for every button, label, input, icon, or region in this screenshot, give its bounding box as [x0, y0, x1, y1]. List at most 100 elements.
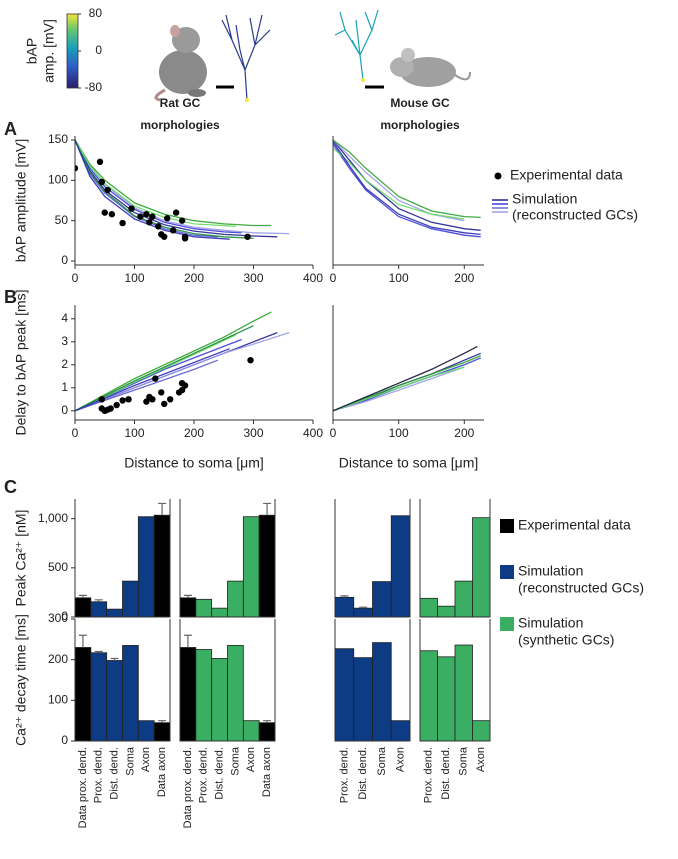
- data-point: [164, 215, 171, 222]
- legend-label: Experimental data: [518, 517, 631, 533]
- x-tick-label: 0: [72, 271, 79, 285]
- x-tick-label: 100: [389, 271, 409, 285]
- error-bar: [359, 606, 368, 609]
- bar: [258, 514, 276, 618]
- bar: [472, 720, 491, 742]
- header-text: morphologies: [380, 118, 460, 132]
- axis: [179, 619, 276, 742]
- x-tick-label: 0: [330, 271, 337, 285]
- simulation-line: [75, 139, 272, 227]
- bar: [195, 649, 213, 742]
- data-point: [137, 213, 144, 220]
- x-tick-label: Soma: [376, 746, 388, 776]
- bar: [195, 598, 213, 618]
- bar: [472, 517, 491, 618]
- x-tick-label: 400: [303, 271, 323, 285]
- x-tick-label: Axon: [395, 747, 407, 772]
- axis: [334, 619, 411, 742]
- error-bar: [183, 594, 192, 598]
- data-point: [96, 158, 104, 165]
- data-point: [152, 375, 159, 382]
- error-bar: [78, 634, 87, 648]
- simulation-line: [333, 366, 465, 412]
- y-axis-label: Peak Ca²⁺ [nM]: [13, 510, 29, 607]
- simulation-line: [333, 141, 481, 236]
- data-point: [119, 219, 126, 227]
- x-tick-label: Prox. dend.: [198, 747, 210, 803]
- error-bar: [158, 502, 167, 516]
- x-tick-label: Dist. dend.: [108, 747, 120, 800]
- bar: [122, 580, 139, 618]
- x-tick-label: Dist. dend.: [213, 747, 225, 800]
- data-point: [143, 211, 150, 218]
- bar: [390, 720, 411, 742]
- bar: [153, 514, 171, 618]
- data-point: [244, 233, 251, 240]
- simulation-line: [333, 345, 478, 412]
- bar: [419, 597, 438, 618]
- x-tick-label: Prox. dend.: [338, 747, 350, 803]
- x-axis-label: Distance to soma [μm]: [339, 455, 479, 471]
- y-tick-label: 150: [48, 132, 68, 146]
- data-point: [161, 400, 168, 408]
- plot-area: [75, 311, 290, 414]
- y-axis-label: bAP amplitude [mV]: [13, 139, 29, 262]
- data-point: [125, 396, 132, 403]
- x-tick-label: 400: [303, 426, 323, 440]
- bar: [437, 605, 456, 618]
- y-tick-label: 100: [48, 693, 68, 707]
- data-point: [181, 382, 189, 389]
- rat-morphology: [221, 14, 271, 102]
- error-bar: [94, 599, 103, 602]
- data-point: [143, 398, 150, 405]
- colorbar-label: bAP: [24, 38, 40, 64]
- plot-area: [333, 345, 481, 412]
- x-tick-label: Prox. dend.: [423, 747, 435, 803]
- y-axis-label: Ca²⁺ decay time [ms]: [13, 614, 29, 746]
- y-tick-label: 200: [48, 652, 68, 666]
- panel-letter: A: [4, 119, 17, 139]
- error-bar: [183, 634, 192, 648]
- legend-label: Simulation: [518, 615, 583, 631]
- x-tick-label: Dist. dend.: [357, 747, 369, 800]
- simulation-line: [75, 139, 230, 240]
- error-bar: [110, 657, 119, 661]
- x-tick-label: Axon: [140, 747, 152, 772]
- bar: [419, 650, 438, 742]
- header-text: morphologies: [140, 118, 220, 132]
- data-point: [107, 405, 114, 412]
- colorbar-tick-label: -80: [85, 80, 103, 94]
- error-bar: [263, 502, 272, 516]
- bar: [137, 720, 155, 742]
- y-tick-label: 0: [61, 403, 68, 417]
- simulation-line: [75, 139, 278, 238]
- legend-label: Experimental data: [510, 167, 623, 183]
- data-point: [146, 219, 153, 226]
- error-bar: [94, 650, 103, 653]
- bar: [153, 722, 171, 742]
- simulation-line: [75, 359, 219, 412]
- data-point: [178, 217, 186, 224]
- y-tick-label: 2: [61, 357, 68, 371]
- y-axis-label: Delay to bAP peak [ms]: [13, 289, 29, 435]
- bar: [106, 660, 123, 742]
- legend-label: (reconstructed GCs): [512, 207, 638, 223]
- x-tick-label: Data prox. dend.: [182, 747, 194, 828]
- x-tick-label: Soma: [458, 746, 470, 776]
- y-tick-label: 3: [61, 334, 68, 348]
- colorbar-tick-label: 80: [89, 6, 103, 20]
- data-point: [149, 213, 156, 220]
- y-tick-label: 1: [61, 380, 68, 394]
- axis: [419, 619, 491, 742]
- simulation-line: [75, 325, 254, 412]
- simulation-line: [333, 139, 481, 219]
- simulation-line: [75, 311, 272, 412]
- error-bar: [340, 595, 349, 598]
- x-tick-label: 200: [184, 271, 204, 285]
- axis: [74, 619, 171, 742]
- legend-swatch: [500, 617, 514, 631]
- x-tick-label: Soma: [229, 746, 241, 776]
- x-tick-label: Soma: [124, 746, 136, 776]
- legend-label: (synthetic GCs): [518, 632, 614, 648]
